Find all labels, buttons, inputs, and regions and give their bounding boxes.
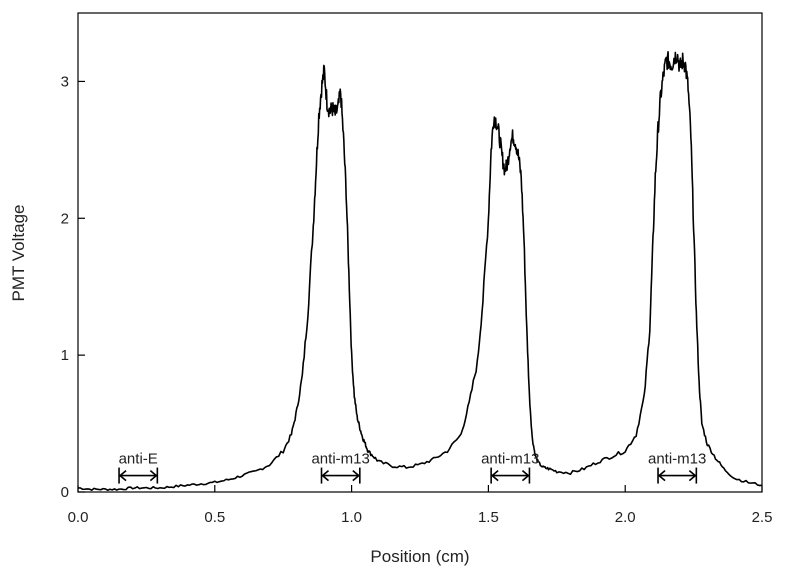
annotation-bracket: anti-m13 — [481, 450, 539, 484]
bracket-right-arrowhead — [521, 469, 530, 482]
x-axis: 0.0 0.5 1.0 1.5 2.0 2.5 — [68, 485, 773, 526]
annotations: anti-E anti-m13 anti-m13 anti-m13 — [118, 450, 706, 484]
annotation-label: anti-m13 — [481, 450, 539, 467]
annotation-label: anti-m13 — [648, 450, 706, 467]
y-tick-label: 1 — [61, 347, 69, 364]
y-tick-label: 3 — [61, 73, 69, 90]
plot-frame — [77, 12, 763, 493]
annotation-label: anti-m13 — [311, 450, 369, 467]
bracket-left-arrowhead — [657, 469, 666, 482]
annotation-bracket: anti-m13 — [648, 450, 706, 484]
bracket-left-arrowhead — [321, 469, 330, 482]
x-tick-label: 1.5 — [478, 509, 499, 526]
bracket-right-arrowhead — [149, 469, 158, 482]
x-tick-label: 2.0 — [615, 509, 636, 526]
bracket-left-arrowhead — [118, 469, 127, 482]
x-tick-label: 0.5 — [204, 509, 225, 526]
annotation-bracket: anti-m13 — [311, 450, 370, 484]
annotation-bracket: anti-E — [118, 450, 159, 484]
y-axis-title: PMT Voltage — [9, 204, 28, 301]
bracket-left-arrowhead — [490, 469, 499, 482]
y-tick-label: 2 — [61, 210, 69, 227]
y-axis: 0 1 2 3 — [61, 73, 85, 501]
bracket-right-arrowhead — [352, 469, 361, 482]
bracket-right-arrowhead — [688, 469, 697, 482]
x-axis-title: Position (cm) — [370, 547, 469, 566]
x-tick-label: 2.5 — [752, 509, 773, 526]
y-tick-label: 0 — [61, 484, 69, 501]
series-line — [77, 50, 763, 492]
annotation-label: anti-E — [119, 450, 158, 467]
x-tick-label: 1.0 — [341, 509, 362, 526]
x-tick-label: 0.0 — [68, 509, 89, 526]
